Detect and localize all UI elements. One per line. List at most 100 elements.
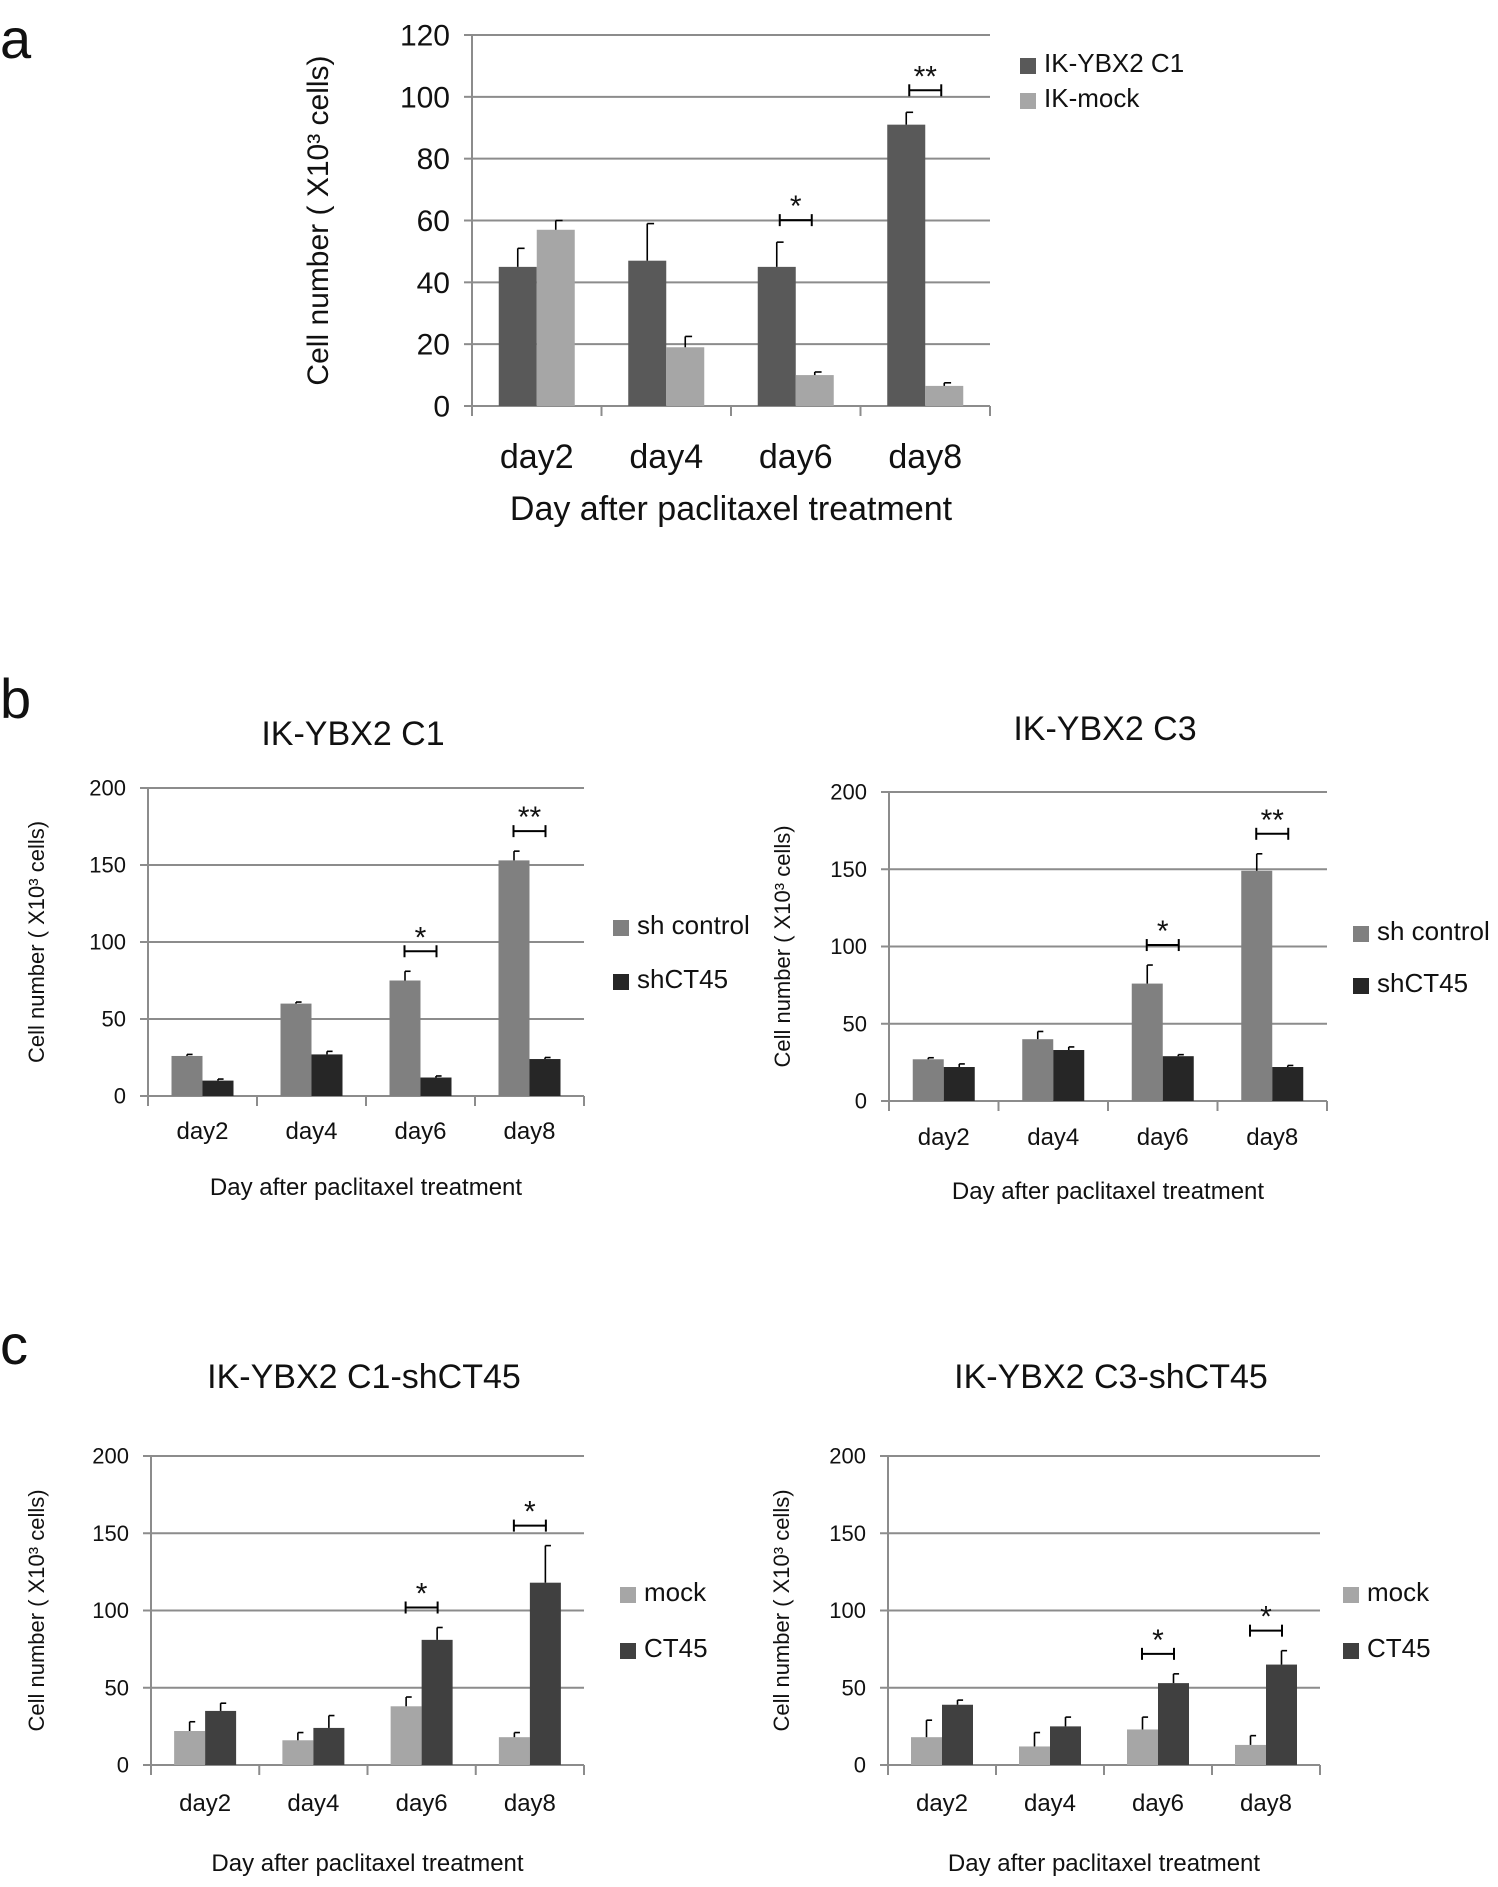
y-tick-label: 0: [855, 1089, 867, 1114]
y-tick-label: 150: [830, 857, 867, 882]
y-tick-label: 50: [102, 1007, 126, 1032]
y-axis-title: Cell number ( X10³ cells): [24, 1489, 49, 1731]
y-tick-label: 150: [92, 1521, 129, 1546]
bar-CT45-day8: [1266, 1664, 1297, 1765]
bar-IK-YBX2-C1-day6: [757, 266, 796, 406]
legend-swatch-sh-control: [1353, 926, 1369, 942]
chart-title: IK-YBX2 C1: [261, 715, 444, 753]
y-tick-label: 200: [89, 776, 126, 801]
legend-swatch-mock: [620, 1587, 636, 1603]
significance-star: *: [1157, 915, 1169, 948]
y-tick-label: 80: [417, 143, 450, 176]
significance-star: *: [415, 921, 427, 954]
legend-swatch-sh-control: [613, 920, 629, 936]
bar-IK-YBX2-C1-day2: [498, 266, 537, 406]
y-tick-label: 20: [417, 329, 450, 362]
x-category-label: day2: [179, 1790, 231, 1817]
significance-star: **: [1261, 804, 1285, 837]
panel-letter-a: a: [0, 7, 32, 70]
bar-mock-day6: [1127, 1729, 1158, 1765]
bar-IK-YBX2-C1-day4: [628, 260, 667, 406]
x-category-label: day6: [1137, 1124, 1189, 1151]
x-category-label: day4: [1027, 1124, 1079, 1151]
significance-star: *: [790, 190, 802, 223]
y-tick-label: 150: [829, 1521, 866, 1546]
bar-sh-control-day8: [1241, 870, 1273, 1101]
bar-sh-control-day2: [912, 1059, 944, 1101]
legend-label: mock: [1367, 1577, 1430, 1607]
x-category-label: day6: [759, 438, 833, 476]
significance-star: **: [914, 60, 938, 93]
x-axis-title: Day after paclitaxel treatment: [510, 490, 953, 528]
bar-CT45-day6: [1158, 1683, 1189, 1765]
x-category-label: day8: [503, 1118, 555, 1145]
x-category-label: day6: [1132, 1790, 1184, 1817]
x-axis-title: Day after paclitaxel treatment: [948, 1850, 1260, 1877]
legend-label: CT45: [644, 1633, 708, 1663]
bar-shCT45-day6: [420, 1077, 452, 1096]
bar-shCT45-day4: [311, 1054, 343, 1096]
y-tick-label: 50: [105, 1675, 129, 1700]
bar-CT45-day2: [205, 1710, 237, 1765]
y-tick-label: 50: [842, 1675, 866, 1700]
chart-title: IK-YBX2 C3: [1013, 710, 1196, 748]
legend-label: IK-YBX2 C1: [1044, 48, 1184, 78]
x-category-label: day6: [396, 1790, 448, 1817]
legend-swatch-IK-YBX2-C1: [1020, 58, 1036, 74]
y-axis-title: Cell number ( X10³ cells): [24, 821, 49, 1063]
bar-CT45-day8: [529, 1582, 561, 1765]
x-category-label: day8: [504, 1790, 556, 1817]
bar-mock-day8: [498, 1737, 530, 1765]
bar-mock-day6: [390, 1706, 422, 1765]
y-tick-label: 0: [433, 391, 450, 424]
significance-star: *: [1152, 1624, 1164, 1657]
x-category-label: day2: [916, 1790, 968, 1817]
x-axis-title: Day after paclitaxel treatment: [210, 1174, 522, 1201]
y-tick-label: 120: [400, 20, 450, 53]
y-tick-label: 100: [400, 81, 450, 114]
y-tick-label: 100: [89, 930, 126, 955]
y-axis-title: Cell number ( X10³ cells): [770, 825, 795, 1067]
bar-shCT45-day2: [202, 1080, 234, 1096]
x-category-label: day8: [1246, 1124, 1298, 1151]
bar-IK-mock-day4: [666, 347, 705, 406]
bar-shCT45-day2: [943, 1067, 975, 1101]
y-tick-label: 100: [92, 1598, 129, 1623]
x-category-label: day8: [1240, 1790, 1292, 1817]
y-tick-label: 200: [92, 1444, 129, 1469]
bar-mock-day2: [911, 1737, 942, 1765]
legend-swatch-shCT45: [1353, 978, 1369, 994]
x-axis-title: Day after paclitaxel treatment: [952, 1178, 1264, 1205]
y-tick-label: 200: [829, 1444, 866, 1469]
bar-sh-control-day4: [1022, 1039, 1054, 1101]
chart-title: IK-YBX2 C3-shCT45: [954, 1358, 1268, 1396]
x-category-label: day8: [888, 438, 962, 476]
legend-label: shCT45: [1377, 968, 1468, 998]
bar-sh-control-day2: [171, 1055, 203, 1096]
bar-sh-control-day4: [280, 1003, 312, 1096]
x-category-label: day4: [285, 1118, 337, 1145]
bar-CT45-day4: [313, 1727, 345, 1765]
y-tick-label: 40: [417, 267, 450, 300]
bar-IK-mock-day6: [795, 375, 834, 406]
y-tick-label: 100: [829, 1598, 866, 1623]
bar-CT45-day4: [1050, 1726, 1081, 1765]
x-axis-title: Day after paclitaxel treatment: [211, 1850, 523, 1877]
legend-label: CT45: [1367, 1633, 1431, 1663]
legend-swatch-shCT45: [613, 974, 629, 990]
legend-swatch-mock: [1343, 1587, 1359, 1603]
significance-star: *: [524, 1496, 536, 1529]
panel-letter-c: c: [0, 1313, 28, 1376]
x-category-label: day4: [1024, 1790, 1076, 1817]
bar-mock-day4: [1019, 1746, 1050, 1765]
y-axis-title: Cell number ( X10³ cells): [769, 1489, 794, 1731]
y-tick-label: 0: [114, 1084, 126, 1109]
bar-CT45-day2: [942, 1704, 973, 1765]
bar-shCT45-day8: [1272, 1067, 1304, 1101]
significance-star: **: [518, 801, 542, 834]
y-tick-label: 0: [117, 1753, 129, 1778]
x-category-label: day2: [500, 438, 574, 476]
